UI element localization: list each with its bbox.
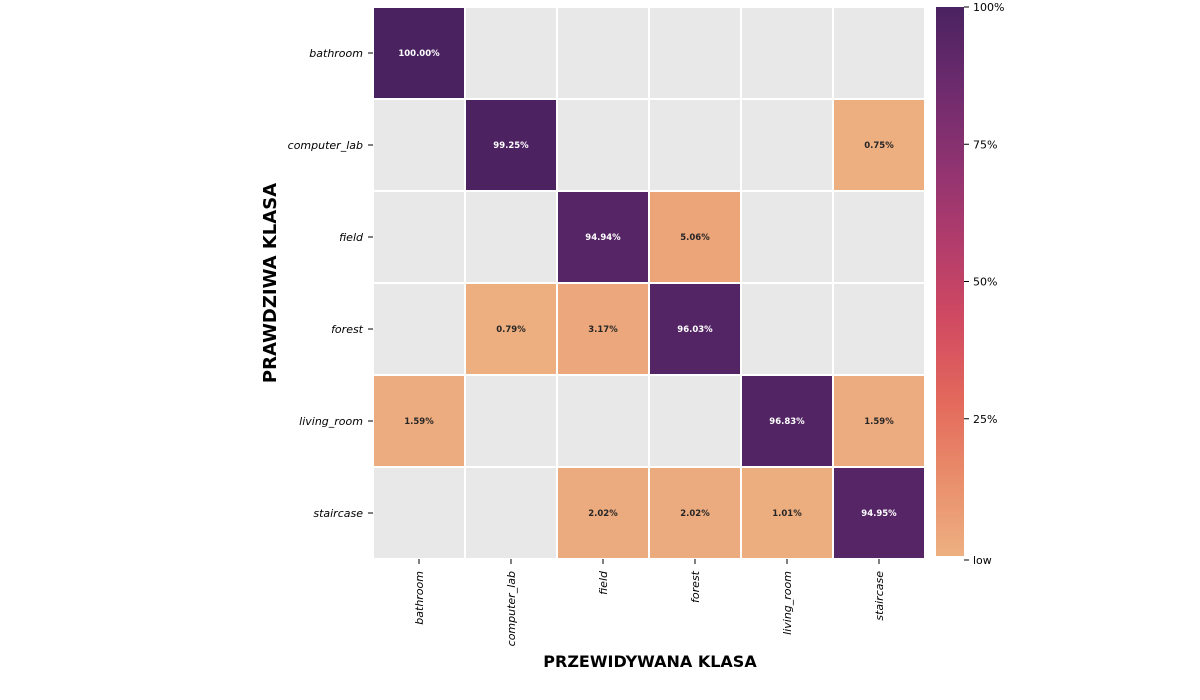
heatmap-cell bbox=[372, 190, 466, 284]
colorbar-tick-label: 25% bbox=[973, 413, 997, 426]
cell-value-label: 94.95% bbox=[861, 509, 897, 519]
cell-value-label: 0.75% bbox=[864, 141, 894, 151]
colorbar-tick-label: 75% bbox=[973, 138, 997, 151]
heatmap-cell bbox=[740, 190, 834, 284]
heatmap-cell bbox=[832, 282, 926, 376]
colorbar-tick-label: 100% bbox=[973, 1, 1004, 14]
heatmap-cell bbox=[648, 98, 742, 192]
x-tick-label: living_room bbox=[781, 571, 794, 635]
heatmap-cell bbox=[464, 6, 558, 100]
colorbar-tick-label: 50% bbox=[973, 276, 997, 289]
x-tick-label: staircase bbox=[873, 571, 886, 621]
cell-value-label: 100.00% bbox=[398, 49, 440, 59]
cell-value-label: 1.59% bbox=[864, 417, 894, 427]
y-tick-label: field bbox=[339, 231, 364, 244]
heatmap-cell bbox=[832, 190, 926, 284]
heatmap-cell bbox=[740, 98, 834, 192]
cell-value-label: 5.06% bbox=[680, 233, 710, 243]
heatmap-cell bbox=[372, 466, 466, 560]
heatmap-cell bbox=[740, 466, 834, 560]
heatmap-cell bbox=[648, 6, 742, 100]
heatmap-cell bbox=[648, 282, 742, 376]
cell-value-label: 94.94% bbox=[585, 233, 621, 243]
heatmap-cell bbox=[648, 374, 742, 468]
colorbar: 100% 75% 50% 25% low bbox=[936, 1, 1004, 567]
heatmap-cell bbox=[372, 282, 466, 376]
heatmap-cell bbox=[556, 6, 650, 100]
axis-ticks: bathroomcomputer_labfieldforestliving_ro… bbox=[288, 47, 886, 646]
cell-value-label: 96.83% bbox=[769, 417, 805, 427]
cell-value-label: 2.02% bbox=[680, 509, 710, 519]
heatmap-cell bbox=[464, 282, 558, 376]
heatmap-cell bbox=[740, 374, 834, 468]
colorbar-tick-label: low bbox=[973, 554, 992, 567]
y-tick-label: living_room bbox=[299, 415, 363, 428]
heatmap-cell bbox=[740, 282, 834, 376]
heatmap-cell bbox=[464, 466, 558, 560]
heatmap-cell bbox=[372, 98, 466, 192]
x-tick-label: field bbox=[597, 570, 610, 595]
heatmap-cell bbox=[556, 374, 650, 468]
cell-value-label: 99.25% bbox=[493, 141, 529, 151]
y-axis-label: PRAWDZIWA KLASA bbox=[260, 183, 281, 383]
cell-value-label: 1.59% bbox=[404, 417, 434, 427]
heatmap-cell bbox=[372, 6, 466, 100]
heatmap-cell bbox=[832, 374, 926, 468]
heatmap-cell bbox=[556, 466, 650, 560]
heatmap-cells: 100.00% 99.25% 0.75% 94.94% 5.06% 0.79% 3.17% 9… bbox=[372, 6, 926, 560]
cell-value-label: 2.02% bbox=[588, 509, 618, 519]
cell-value-label: 0.79% bbox=[496, 325, 526, 335]
y-tick-label: bathroom bbox=[309, 47, 363, 60]
heatmap-cell bbox=[464, 190, 558, 284]
cell-value-label: 3.17% bbox=[588, 325, 618, 335]
colorbar-gradient bbox=[936, 7, 964, 556]
y-tick-label: computer_lab bbox=[288, 139, 363, 152]
heatmap-cell bbox=[556, 98, 650, 192]
x-axis-label: PRZEWIDYWANA KLASA bbox=[543, 652, 757, 671]
x-tick-label: bathroom bbox=[413, 571, 426, 625]
y-tick-label: forest bbox=[331, 323, 364, 336]
x-tick-label: computer_lab bbox=[505, 571, 518, 646]
y-tick-label: staircase bbox=[313, 507, 363, 520]
x-tick-label: forest bbox=[689, 570, 702, 603]
heatmap-cell bbox=[740, 6, 834, 100]
cell-value-label: 1.01% bbox=[772, 509, 802, 519]
heatmap-cell bbox=[464, 374, 558, 468]
heatmap-cell bbox=[832, 6, 926, 100]
cell-value-label: 96.03% bbox=[677, 325, 713, 335]
heatmap-cell bbox=[464, 98, 558, 192]
